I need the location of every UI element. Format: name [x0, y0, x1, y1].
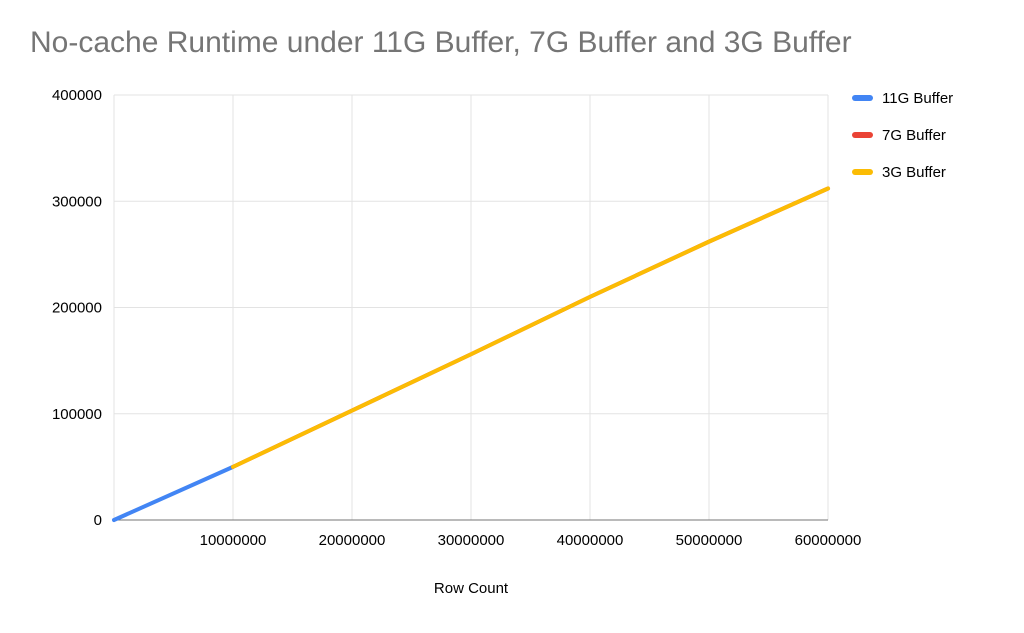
x-tick-label: 20000000 — [319, 532, 386, 549]
chart-title: No-cache Runtime under 11G Buffer, 7G Bu… — [30, 26, 852, 59]
legend-label-7g-buffer: 7G Buffer — [882, 126, 946, 144]
x-tick-label: 10000000 — [200, 532, 267, 549]
legend-swatch-3g-buffer — [852, 169, 873, 175]
legend-item-7g-buffer: 7G Buffer — [852, 125, 953, 145]
x-tick-label: 60000000 — [795, 532, 862, 549]
x-tick-label: 30000000 — [438, 532, 505, 549]
x-tick-label: 40000000 — [557, 532, 624, 549]
legend-label-11g-buffer: 11G Buffer — [882, 89, 954, 107]
y-tick-label: 200000 — [52, 300, 102, 317]
series-line-11g-buffer — [112, 464, 235, 522]
y-tick-label: 0 — [94, 512, 102, 529]
y-tick-label: 300000 — [52, 193, 102, 210]
legend-swatch-7g-buffer — [852, 132, 873, 138]
x-tick-label: 50000000 — [676, 532, 743, 549]
legend-label-3g-buffer: 3G Buffer — [882, 163, 946, 181]
x-axis-title: Row Count — [433, 580, 509, 597]
legend-swatch-11g-buffer — [852, 95, 873, 101]
legend-item-3g-buffer: 3G Buffer — [852, 162, 953, 182]
series-line-3g-buffer — [231, 186, 830, 469]
y-tick-label: 100000 — [52, 406, 102, 423]
legend-item-11g-buffer: 11G Buffer — [852, 88, 953, 108]
y-tick-label: 400000 — [52, 87, 102, 104]
legend: 11G Buffer 7G Buffer 3G Buffer — [852, 88, 953, 182]
